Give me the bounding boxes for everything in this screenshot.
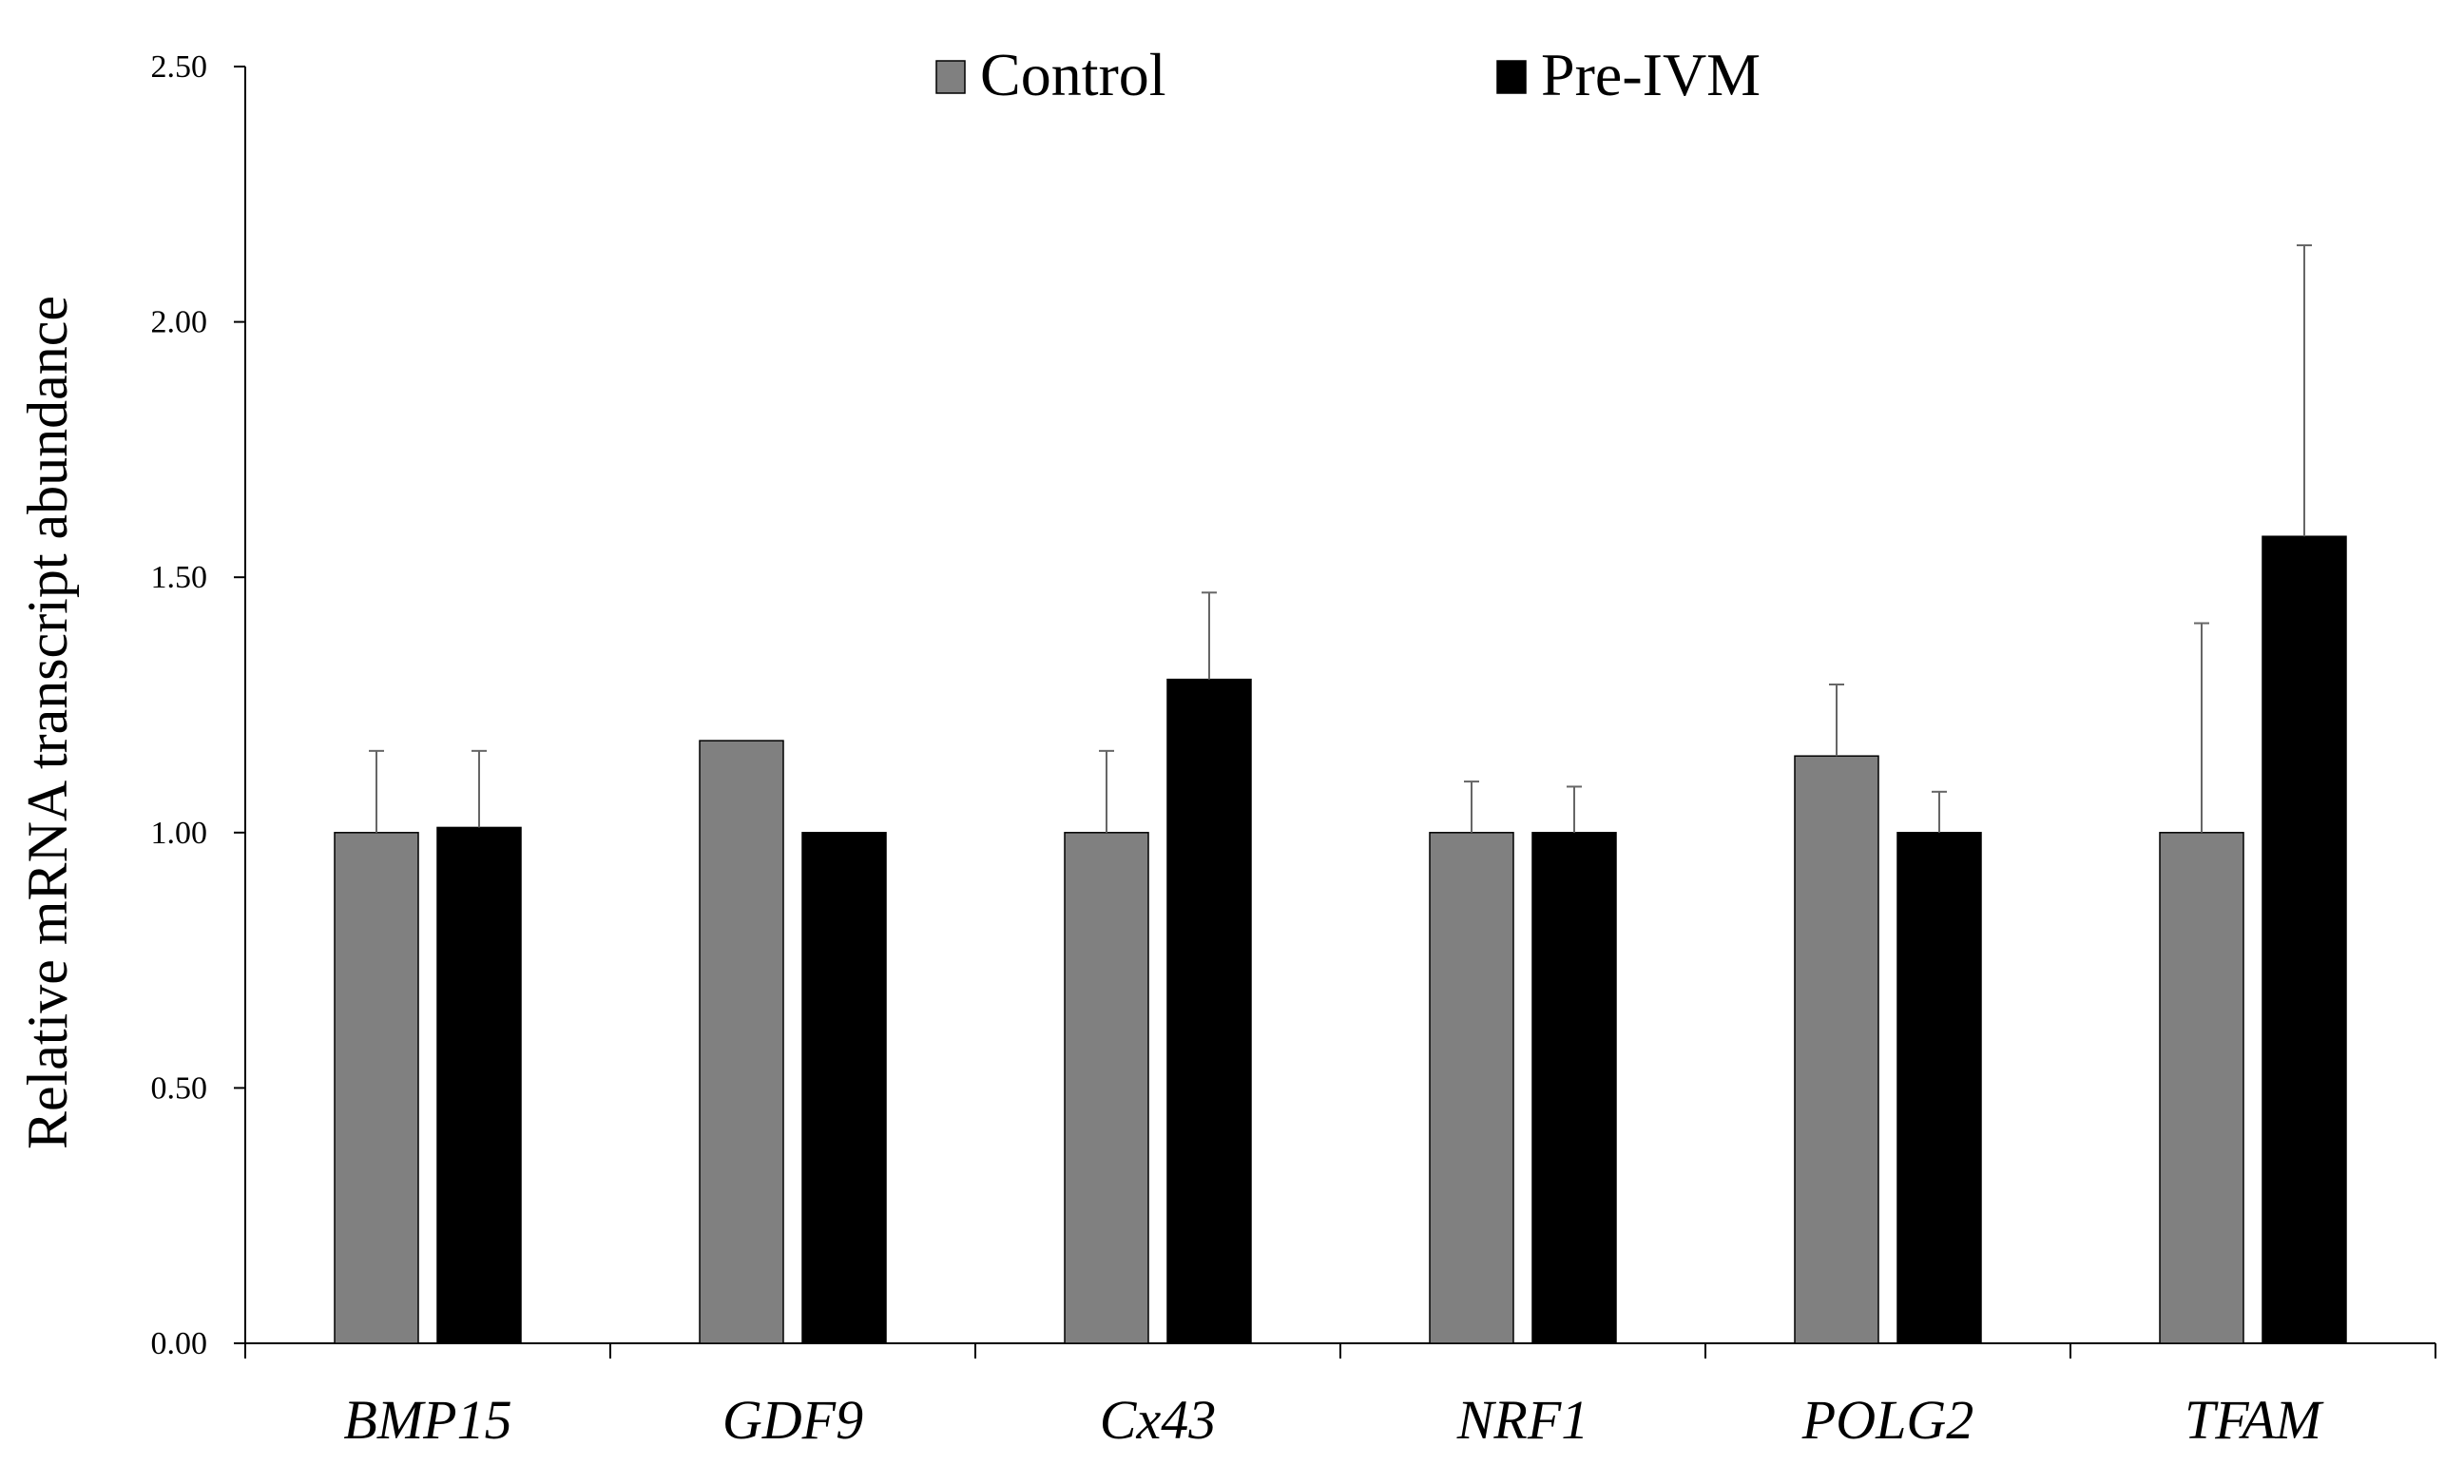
y-tick-label: 0.50 (151, 1070, 208, 1106)
bar-pre-ivm-tfam (2262, 535, 2347, 1344)
x-category-label: POLG2 (1801, 1389, 1973, 1451)
bar-control-bmp15 (334, 832, 419, 1344)
x-category-label: Cx43 (1100, 1389, 1216, 1451)
bar-control-polg2 (1794, 755, 1879, 1344)
y-tick-label: 2.00 (151, 305, 208, 340)
legend-label: Pre-IVM (1541, 41, 1761, 108)
bar-pre-ivm-bmp15 (436, 826, 522, 1344)
y-tick-label: 1.00 (151, 816, 208, 851)
bar-control-tfam (2159, 832, 2244, 1344)
x-category-label: TFAM (2185, 1389, 2324, 1451)
legend: Control Pre-IVM (935, 41, 1761, 108)
bars (334, 535, 2347, 1344)
bar-control-nrf1 (1429, 832, 1514, 1344)
y-axis-title: Relative mRNA transcript abundance (16, 296, 79, 1149)
bar-control-gdf9 (699, 740, 784, 1344)
y-tick-label: 2.50 (151, 49, 208, 85)
legend-label: Control (980, 41, 1166, 108)
y-tick-label: 1.50 (151, 560, 208, 595)
y-tick-label: 0.00 (151, 1326, 208, 1361)
x-axis: BMP15 GDF9 Cx43 NRF1 POLG2 TFAM (244, 1342, 2436, 1451)
x-category-label: BMP15 (343, 1389, 511, 1451)
legend-swatch (1496, 60, 1527, 94)
bar-pre-ivm-cx43 (1166, 678, 1252, 1344)
bar-pre-ivm-polg2 (1896, 832, 1982, 1344)
legend-swatch (935, 60, 966, 94)
y-axis: 0.00 0.50 1.00 1.50 2.00 2.50 (151, 49, 246, 1361)
error-bars (369, 244, 2312, 833)
bar-control-cx43 (1064, 832, 1149, 1344)
bar-pre-ivm-gdf9 (801, 832, 887, 1344)
x-category-label: GDF9 (722, 1389, 863, 1451)
bar-pre-ivm-nrf1 (1531, 832, 1617, 1344)
x-category-label: NRF1 (1456, 1389, 1589, 1451)
